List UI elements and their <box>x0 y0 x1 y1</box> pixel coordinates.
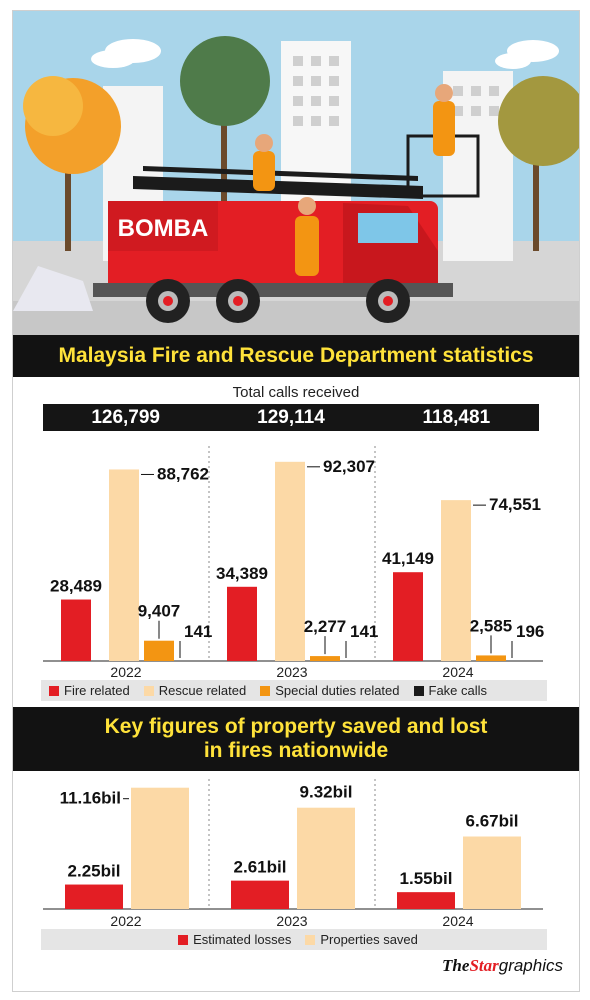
truck-label: BOMBA <box>118 215 209 242</box>
legend-special-duties: Special duties related <box>260 683 400 698</box>
stats-title-banner: Malaysia Fire and Rescue Department stat… <box>13 335 579 377</box>
legend-swatch <box>260 685 271 696</box>
label-losses-2022: 2.25bil <box>68 862 121 881</box>
label-special-2024: 2,585 <box>470 616 513 635</box>
legend-swatch <box>305 934 316 945</box>
bar-losses-2022 <box>65 884 123 909</box>
bar-special-2023 <box>310 656 340 661</box>
bar-rescue-2024 <box>441 500 471 661</box>
bar-fire-2022 <box>61 599 91 661</box>
bar-fire-2023 <box>227 586 257 661</box>
total-calls-2024: 118,481 <box>422 407 491 428</box>
bar-saved-2024 <box>463 836 521 909</box>
star-graphics-logo: TheStargraphics <box>442 956 563 975</box>
total-calls-2022: 126,799 <box>91 407 160 428</box>
property-title-line1: Key figures of property saved and lost <box>104 715 488 738</box>
label-rescue-2022: 88,762 <box>157 464 209 483</box>
label-rescue-2024: 74,551 <box>489 495 541 514</box>
property-title-line2: in fires nationwide <box>203 739 389 762</box>
bar-special-2024 <box>476 655 506 661</box>
total-calls-subtitle: Total calls received <box>232 384 360 401</box>
legend-swatch <box>178 934 189 945</box>
legend-fire-related: Fire related <box>49 683 130 698</box>
legend-estimated-losses: Estimated losses <box>178 932 291 947</box>
legend-swatch <box>413 685 424 696</box>
x-tick-2024: 2024 <box>442 913 473 929</box>
bar-fire-2024 <box>393 572 423 661</box>
bar-saved-2022 <box>131 787 189 909</box>
x-tick-2023: 2023 <box>276 664 307 680</box>
bar-rescue-2023 <box>275 461 305 661</box>
bar-saved-2023 <box>297 807 355 909</box>
label-saved-2024: 6.67bil <box>466 812 519 831</box>
x-tick-2023: 2023 <box>276 913 307 929</box>
calls-breakdown-chart: 28,48988,7629,407141202234,38992,3072,27… <box>43 446 544 680</box>
bar-special-2022 <box>144 640 174 661</box>
calls-legend: Fire related Rescue related Special duti… <box>41 680 547 701</box>
label-fake-2022: 141 <box>184 622 212 641</box>
bar-losses-2024 <box>397 892 455 909</box>
label-special-2023: 2,277 <box>304 617 347 636</box>
total-calls-2023: 129,114 <box>257 407 325 428</box>
label-fake-2023: 141 <box>350 622 378 641</box>
legend-swatch <box>49 685 59 696</box>
label-fire-2023: 34,389 <box>216 564 268 583</box>
label-special-2022: 9,407 <box>138 602 181 621</box>
label-rescue-2023: 92,307 <box>323 457 375 476</box>
legend-rescue-related: Rescue related <box>143 683 246 698</box>
property-chart: 2.25bil 11.16bil 2022 2.61bil 9.32bil 2023 1.5… <box>43 779 543 929</box>
label-fire-2024: 41,149 <box>382 549 434 568</box>
label-fire-2022: 28,489 <box>50 577 102 596</box>
infographic: BOMBA Malaysia Fire and Rescue Departmen… <box>12 10 580 992</box>
label-saved-2023: 9.32bil <box>300 783 353 802</box>
label-fake-2024: 196 <box>516 622 544 641</box>
property-title-banner: Key figures of property saved and lost i… <box>13 707 579 771</box>
legend-swatch <box>143 685 154 696</box>
bar-losses-2023 <box>231 880 289 909</box>
label-saved-2022: 11.16bil <box>60 789 121 808</box>
x-tick-2024: 2024 <box>442 664 473 680</box>
total-calls-bar: 126,799 129,114 118,481 <box>43 404 539 431</box>
legend-fake-calls: Fake calls <box>413 683 487 698</box>
x-tick-2022: 2022 <box>110 664 141 680</box>
label-losses-2023: 2.61bil <box>234 858 287 877</box>
fire-truck-illustration: BOMBA <box>13 11 579 335</box>
bar-rescue-2022 <box>109 469 139 661</box>
legend-properties-saved: Properties saved <box>305 932 418 947</box>
label-losses-2024: 1.55bil <box>400 869 453 888</box>
property-legend: Estimated losses Properties saved <box>41 929 547 950</box>
x-tick-2022: 2022 <box>110 913 141 929</box>
